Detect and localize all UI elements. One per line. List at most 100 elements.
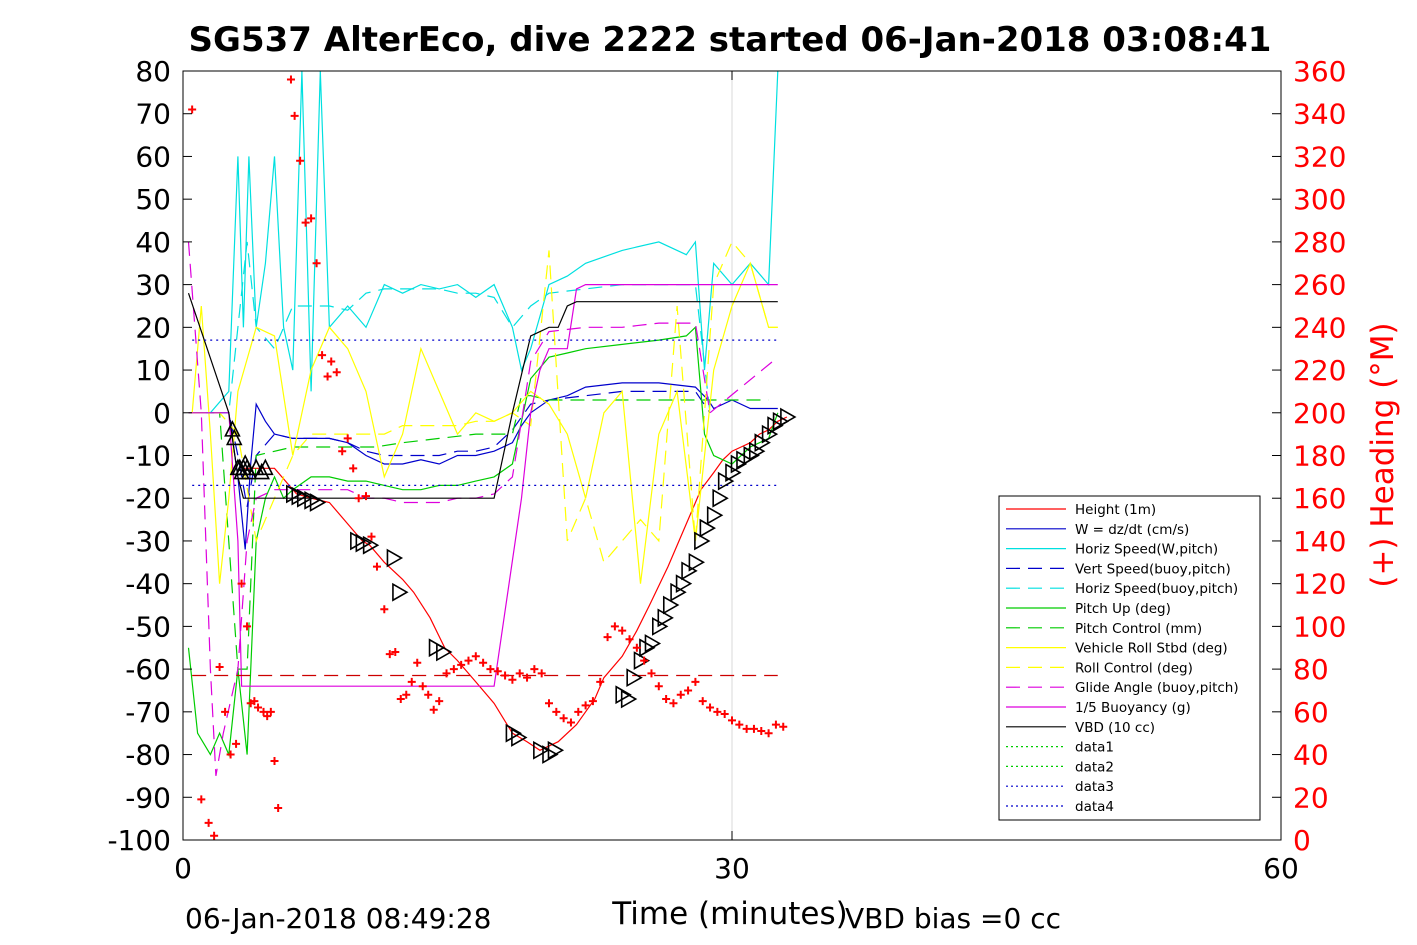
series-line-3 xyxy=(192,390,711,507)
triangle-marker xyxy=(309,493,327,512)
heading-marker xyxy=(367,532,376,541)
right-tick-label: 40 xyxy=(1293,739,1329,772)
series-line-10 xyxy=(188,284,778,687)
heading-marker xyxy=(385,650,394,659)
heading-marker xyxy=(232,739,241,748)
heading-marker xyxy=(362,492,370,501)
heading-marker xyxy=(424,690,433,699)
heading-marker xyxy=(501,671,510,680)
legend-entry: Pitch Control (mm) xyxy=(1075,621,1202,637)
right-tick-label: 280 xyxy=(1293,226,1346,259)
y-tick-label: 30 xyxy=(135,269,171,302)
heading-marker xyxy=(263,712,272,721)
y-tick-label: 70 xyxy=(135,98,171,131)
triangle-marker xyxy=(547,740,565,760)
heading-marker xyxy=(221,707,230,716)
triangle-marker xyxy=(350,531,367,551)
heading-marker xyxy=(204,818,213,827)
right-tick-label: 240 xyxy=(1293,311,1346,344)
triangle-marker xyxy=(767,416,784,435)
series-line-2 xyxy=(192,71,779,414)
y-tick-label: -30 xyxy=(125,525,171,558)
triangle-marker xyxy=(780,407,797,427)
y-tick-label: 50 xyxy=(135,183,171,216)
series-line-11 xyxy=(187,293,778,499)
heading-marker xyxy=(237,579,246,588)
triangle-marker xyxy=(761,424,779,444)
heading-marker xyxy=(332,368,341,377)
triangle-marker xyxy=(436,642,453,662)
right-tick-label: 180 xyxy=(1293,440,1346,473)
triangle-marker xyxy=(620,689,638,709)
heading-marker xyxy=(312,259,321,268)
heading-marker xyxy=(706,703,715,712)
heading-marker xyxy=(684,686,693,695)
triangle-marker xyxy=(670,582,687,602)
triangle-marker xyxy=(505,723,523,743)
triangle-marker xyxy=(633,651,651,670)
heading-marker xyxy=(471,652,480,661)
heading-marker xyxy=(197,795,206,804)
triangle-marker xyxy=(626,668,643,688)
heading-marker xyxy=(349,464,358,473)
heading-marker xyxy=(250,697,259,706)
heading-marker xyxy=(407,677,416,686)
heading-marker xyxy=(274,803,283,812)
heading-marker xyxy=(343,434,352,443)
heading-marker xyxy=(676,690,685,699)
x-tick-label: 30 xyxy=(714,852,750,885)
heading-marker xyxy=(566,718,575,727)
heading-marker xyxy=(188,105,197,114)
legend-entry: Horiz Speed(W,pitch) xyxy=(1075,542,1218,558)
triangle-marker xyxy=(291,486,308,506)
y-tick-label: 60 xyxy=(135,140,171,173)
heading-marker xyxy=(508,675,517,684)
legend-entry: W = dz/dt (cm/s) xyxy=(1075,522,1189,538)
triangle-marker xyxy=(285,484,303,504)
heading-marker xyxy=(713,707,722,716)
legend-entry: Horiz Speed(buoy,pitch) xyxy=(1075,581,1238,597)
heading-marker xyxy=(581,701,590,710)
x-tick-label: 60 xyxy=(1263,852,1299,885)
heading-marker xyxy=(323,372,332,381)
heading-marker xyxy=(338,447,347,456)
triangle-marker xyxy=(615,685,632,705)
y-tick-label: 10 xyxy=(135,354,171,387)
heading-marker xyxy=(537,669,546,678)
legend-entry: Roll Control (deg) xyxy=(1075,660,1193,676)
x-axis-label: Time (minutes) xyxy=(611,896,847,932)
heading-marker xyxy=(625,635,634,644)
triangle-marker xyxy=(304,490,321,510)
legend-entry: Vert Speed(buoy,pitch) xyxy=(1075,561,1231,577)
y-tick-label: -20 xyxy=(125,482,171,515)
right-tick-label: 300 xyxy=(1293,183,1346,216)
series-line-8 xyxy=(192,240,778,564)
heading-marker xyxy=(515,669,524,678)
heading-marker xyxy=(691,677,700,686)
triangle-up-marker xyxy=(224,420,241,437)
triangle-marker xyxy=(386,548,404,568)
triangle-up-marker xyxy=(240,462,258,480)
heading-marker xyxy=(669,699,678,708)
y-tick-label: 80 xyxy=(135,55,171,88)
right-axis: 3603403203002802602402202001801601401201… xyxy=(1272,55,1346,857)
triangle-marker xyxy=(657,608,674,628)
right-tick-label: 160 xyxy=(1293,482,1346,515)
series-layer xyxy=(187,71,788,777)
right-tick-label: 220 xyxy=(1293,354,1346,387)
heading-marker xyxy=(479,658,488,667)
y-tick-label: -100 xyxy=(107,824,171,857)
heading-marker xyxy=(545,699,553,708)
heading-marker xyxy=(301,218,310,227)
heading-marker xyxy=(327,357,336,366)
heading-marker xyxy=(574,707,583,716)
series-line-6 xyxy=(188,395,769,670)
triangle-marker xyxy=(706,505,724,525)
heading-marker xyxy=(735,720,744,729)
heading-marker xyxy=(418,682,427,691)
y-tick-label: -10 xyxy=(125,440,171,473)
heading-marker xyxy=(596,677,605,686)
right-axis-label: (+) Heading (°M) xyxy=(1365,322,1401,587)
y-tick-label: -40 xyxy=(125,568,171,601)
triangle-up-marker xyxy=(257,458,274,476)
